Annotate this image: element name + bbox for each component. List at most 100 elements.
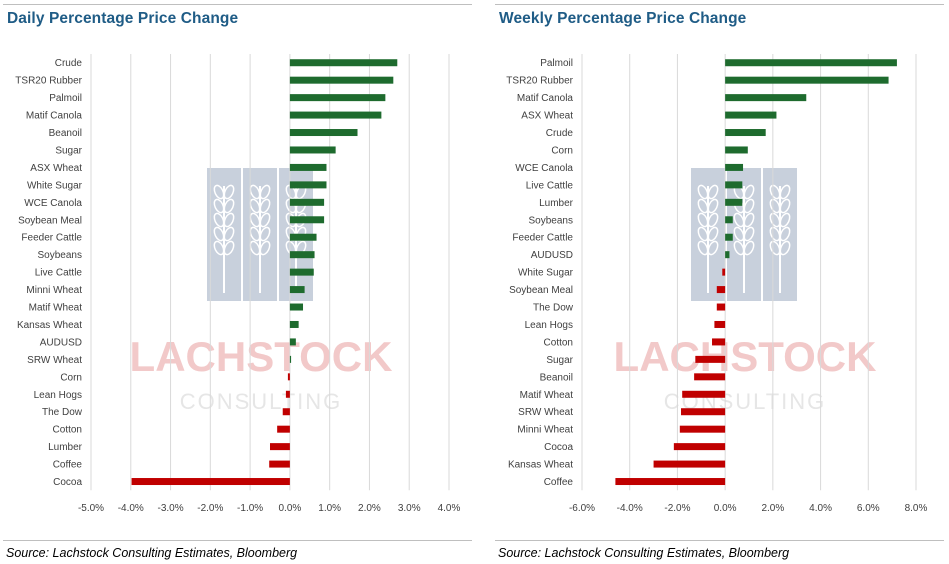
bar xyxy=(289,59,398,67)
wheat-grain-icon xyxy=(249,240,261,256)
chart-source: Source: Lachstock Consulting Estimates, … xyxy=(498,546,790,560)
category-label: Soybean Meal xyxy=(18,215,82,226)
wheat-grain-icon xyxy=(249,226,261,242)
wheat-grain-icon xyxy=(213,184,225,200)
wheat-grain-icon xyxy=(223,240,235,256)
wheat-grain-icon xyxy=(769,240,781,256)
tick-label: -2.0% xyxy=(197,503,223,514)
bar xyxy=(695,355,726,363)
wheat-grain-icon xyxy=(259,184,271,200)
wheat-grain-icon xyxy=(779,212,791,228)
wheat-grain-icon xyxy=(697,212,709,228)
category-label: Lumber xyxy=(539,198,574,209)
bar xyxy=(653,460,726,468)
wheat-grain-icon xyxy=(707,240,719,256)
daily-chart-plot: LACHSTOCK CONSULTING -5.0% -4.0% -3.0% -2.0% -… xyxy=(15,54,461,514)
tick-label: 2.0% xyxy=(761,503,784,514)
category-label: Cocoa xyxy=(544,442,573,453)
category-label: Minni Wheat xyxy=(26,285,82,296)
bar xyxy=(716,303,726,311)
wheat-grain-icon xyxy=(743,184,755,200)
wheat-grain-icon xyxy=(213,240,225,256)
weekly-chart-panel: Weekly Percentage Price Change LACHSTOCK… xyxy=(495,4,944,563)
category-label: Matif Canola xyxy=(26,111,83,122)
bar xyxy=(725,76,889,84)
watermark-name: LACHSTOCK xyxy=(614,333,877,380)
category-label: Beanoil xyxy=(540,372,573,383)
category-label: Minni Wheat xyxy=(517,425,573,436)
category-label: Lumber xyxy=(48,442,83,453)
tick-label: -4.0% xyxy=(118,503,144,514)
bar xyxy=(277,425,290,433)
category-label: ASX Wheat xyxy=(30,163,82,174)
wheat-grain-icon xyxy=(733,212,745,228)
category-label: Matif Wheat xyxy=(29,303,83,314)
bar xyxy=(725,59,897,67)
category-label: TSR20 Rubber xyxy=(15,76,82,87)
wheat-grain-icon xyxy=(223,226,235,242)
tick-label: -3.0% xyxy=(157,503,183,514)
bar xyxy=(725,181,743,189)
category-label: Lean Hogs xyxy=(34,390,82,401)
category-label: The Dow xyxy=(533,303,574,314)
category-label: TSR20 Rubber xyxy=(506,76,573,87)
category-label: WCE Canola xyxy=(515,163,573,174)
tick-label: -6.0% xyxy=(569,503,595,514)
bar xyxy=(289,303,304,311)
category-label: Crude xyxy=(55,58,83,69)
category-label: SRW Wheat xyxy=(518,407,573,418)
chart-title: Weekly Percentage Price Change xyxy=(499,10,747,27)
chart-source: Source: Lachstock Consulting Estimates, … xyxy=(6,546,298,560)
wheat-grain-icon xyxy=(707,226,719,242)
category-label: Soybean Meal xyxy=(509,285,573,296)
wheat-grain-icon xyxy=(697,226,709,242)
source-divider xyxy=(3,540,472,541)
category-label: Matif Canola xyxy=(517,93,574,104)
bar xyxy=(714,320,726,328)
wheat-grain-icon xyxy=(223,212,235,228)
category-label: Kansas Wheat xyxy=(17,320,82,331)
bar xyxy=(615,478,726,486)
wheat-grain-icon xyxy=(223,198,235,214)
category-label: WCE Canola xyxy=(24,198,82,209)
tick-label: 4.0% xyxy=(809,503,832,514)
bar xyxy=(289,216,325,224)
bar xyxy=(282,408,290,416)
bar xyxy=(131,478,290,486)
wheat-grain-icon xyxy=(743,226,755,242)
tick-label: 6.0% xyxy=(857,503,880,514)
category-label: White Sugar xyxy=(518,268,574,279)
category-label: Soybeans xyxy=(529,215,573,226)
bar xyxy=(289,355,292,363)
wheat-grain-icon xyxy=(697,240,709,256)
wheat-grain-icon xyxy=(733,226,745,242)
category-label: Cotton xyxy=(544,337,573,348)
tick-label: 3.0% xyxy=(398,503,421,514)
bar xyxy=(725,111,777,119)
category-label: Palmoil xyxy=(49,93,82,104)
category-label: The Dow xyxy=(42,407,83,418)
category-label: Soybeans xyxy=(38,250,82,261)
chart-title: Daily Percentage Price Change xyxy=(7,10,239,27)
category-label: Live Cattle xyxy=(35,268,83,279)
bar xyxy=(269,460,290,468)
bar xyxy=(289,198,325,206)
bar xyxy=(681,408,726,416)
bar xyxy=(725,129,766,137)
bar xyxy=(725,233,733,241)
wheat-grain-icon xyxy=(259,240,271,256)
bar xyxy=(285,390,290,398)
wheat-grain-icon xyxy=(707,184,719,200)
bar xyxy=(289,76,394,84)
wheat-grain-icon xyxy=(707,198,719,214)
wheat-grain-icon xyxy=(259,226,271,242)
category-label: Palmoil xyxy=(540,58,573,69)
bar xyxy=(289,268,314,276)
bar xyxy=(725,216,733,224)
category-label: Kansas Wheat xyxy=(508,460,573,471)
bar xyxy=(289,129,358,137)
bar xyxy=(694,373,726,381)
tick-label: 2.0% xyxy=(358,503,381,514)
